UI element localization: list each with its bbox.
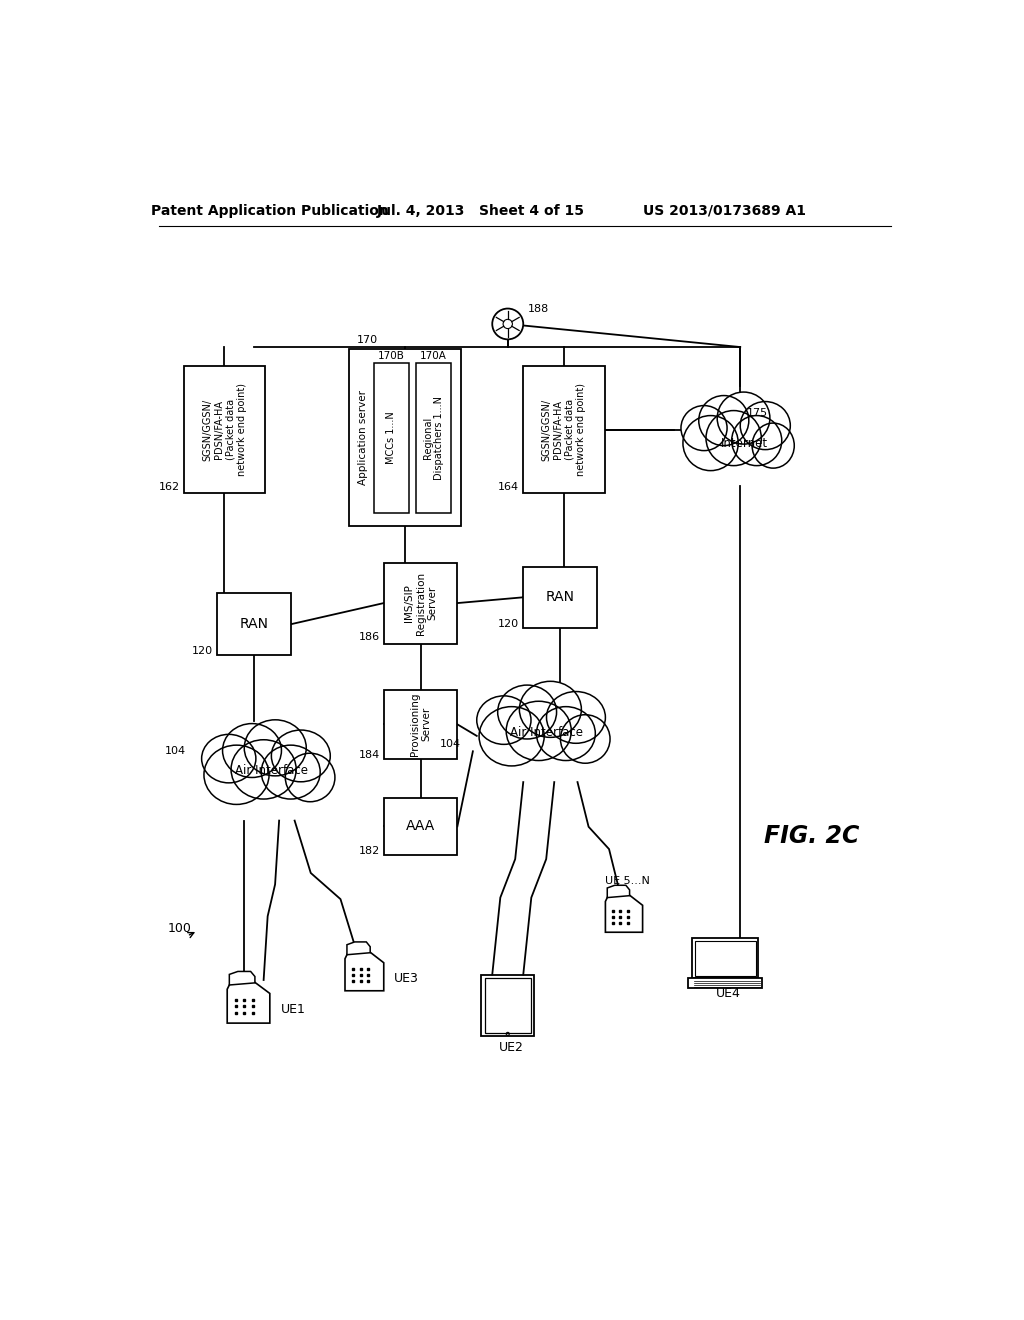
Polygon shape [227, 981, 270, 1023]
Polygon shape [345, 950, 384, 991]
Text: Air Interface: Air Interface [510, 726, 583, 739]
Bar [523, 367, 604, 494]
Bar [481, 974, 535, 1036]
Ellipse shape [752, 424, 795, 469]
Ellipse shape [506, 701, 571, 760]
Text: Internet: Internet [721, 437, 768, 450]
Polygon shape [347, 942, 371, 954]
Ellipse shape [560, 714, 610, 763]
Bar [692, 939, 758, 978]
Text: 182: 182 [358, 846, 380, 857]
Text: AAA: AAA [406, 820, 435, 833]
Text: FIG. 2C: FIG. 2C [764, 824, 859, 847]
Ellipse shape [717, 392, 770, 444]
Text: 170A: 170A [420, 351, 446, 360]
Ellipse shape [698, 396, 749, 446]
Text: 188: 188 [528, 304, 549, 314]
Ellipse shape [519, 681, 582, 738]
Text: RAN: RAN [240, 618, 268, 631]
Text: US 2013/0173689 A1: US 2013/0173689 A1 [643, 203, 806, 218]
Ellipse shape [202, 734, 256, 783]
Ellipse shape [706, 411, 761, 466]
Ellipse shape [479, 706, 544, 766]
Ellipse shape [204, 744, 269, 804]
Text: SGSN/GGSN/
PDSN/FA-HA
(Packet data
network end point): SGSN/GGSN/ PDSN/FA-HA (Packet data netwo… [202, 383, 247, 477]
Bar [694, 941, 756, 977]
Bar [349, 350, 461, 527]
Bar [688, 978, 762, 987]
Text: UE1: UE1 [281, 1003, 305, 1016]
Text: 170: 170 [356, 335, 378, 345]
Circle shape [493, 309, 523, 339]
Text: Provisioning
Server: Provisioning Server [410, 693, 431, 756]
Ellipse shape [477, 696, 531, 744]
Ellipse shape [261, 744, 321, 799]
Text: 184: 184 [358, 750, 380, 760]
Ellipse shape [498, 685, 557, 739]
Text: 162: 162 [159, 482, 180, 492]
Text: 104: 104 [165, 746, 186, 756]
Text: UE 5...N: UE 5...N [605, 875, 650, 886]
Bar [416, 363, 452, 512]
Polygon shape [605, 894, 643, 932]
Text: Jul. 4, 2013   Sheet 4 of 15: Jul. 4, 2013 Sheet 4 of 15 [377, 203, 585, 218]
Bar [217, 594, 291, 655]
Bar [384, 797, 458, 855]
Polygon shape [607, 886, 630, 898]
Polygon shape [229, 972, 255, 985]
Ellipse shape [732, 416, 781, 466]
Ellipse shape [740, 401, 791, 450]
Bar [384, 689, 458, 759]
Text: 175: 175 [746, 408, 768, 417]
Text: 120: 120 [193, 647, 213, 656]
Text: 164: 164 [499, 482, 519, 492]
Bar [183, 367, 265, 494]
Ellipse shape [683, 416, 738, 471]
Bar [384, 562, 458, 644]
Text: MCCs 1...N: MCCs 1...N [386, 412, 396, 465]
Ellipse shape [286, 754, 335, 801]
Ellipse shape [245, 719, 306, 776]
Ellipse shape [681, 405, 727, 450]
Ellipse shape [222, 723, 282, 777]
Bar [523, 566, 597, 628]
Text: SGSN/GGSN/
PDSN/FA-HA
(Packet data
network end point): SGSN/GGSN/ PDSN/FA-HA (Packet data netwo… [542, 383, 587, 477]
Ellipse shape [537, 706, 595, 760]
Ellipse shape [547, 692, 605, 743]
Ellipse shape [271, 730, 331, 781]
Text: RAN: RAN [546, 590, 574, 605]
Text: Application server: Application server [357, 391, 368, 486]
Ellipse shape [231, 739, 296, 799]
Text: 100: 100 [168, 921, 191, 935]
Text: IMS/SIP
Registration
Server: IMS/SIP Registration Server [403, 572, 437, 635]
Text: 104: 104 [440, 739, 461, 748]
Bar [374, 363, 410, 512]
Text: UE4: UE4 [716, 987, 741, 1001]
Bar [484, 978, 531, 1034]
Text: 170B: 170B [378, 351, 404, 360]
Text: 120: 120 [499, 619, 519, 630]
Text: UE3: UE3 [394, 972, 419, 985]
Text: Air Interface: Air Interface [234, 764, 308, 777]
Text: UE2: UE2 [499, 1041, 524, 1055]
Text: 186: 186 [358, 632, 380, 643]
Text: Regional
Dispatchers 1...N: Regional Dispatchers 1...N [423, 396, 444, 480]
Text: Patent Application Publication: Patent Application Publication [151, 203, 389, 218]
